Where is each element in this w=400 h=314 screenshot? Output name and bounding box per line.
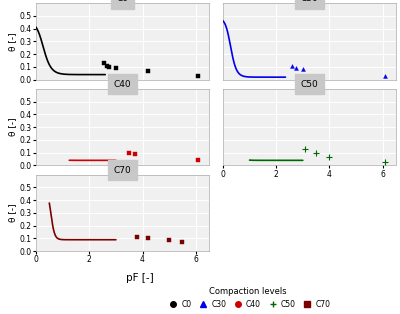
Point xyxy=(134,235,140,240)
Point xyxy=(302,146,309,151)
Point xyxy=(289,64,295,69)
Point xyxy=(101,61,107,66)
Point xyxy=(113,65,119,70)
Title: C50: C50 xyxy=(300,80,318,89)
Y-axis label: θ [-]: θ [-] xyxy=(8,118,17,137)
Point xyxy=(382,73,388,78)
Point xyxy=(195,73,202,78)
Legend: C0, C30, C40, C50, C70: C0, C30, C40, C50, C70 xyxy=(164,285,332,310)
Point xyxy=(145,235,151,240)
Y-axis label: θ [-]: θ [-] xyxy=(8,32,17,51)
Point xyxy=(382,159,388,164)
Point xyxy=(106,64,112,69)
Y-axis label: θ [-]: θ [-] xyxy=(8,203,17,222)
Point xyxy=(145,68,151,73)
Point xyxy=(126,151,132,156)
Title: C30: C30 xyxy=(300,0,318,3)
Point xyxy=(166,237,172,242)
Title: C40: C40 xyxy=(114,80,131,89)
Text: pF [-]: pF [-] xyxy=(126,273,154,283)
Title: C70: C70 xyxy=(114,165,132,175)
Point xyxy=(103,64,110,69)
Point xyxy=(131,151,138,156)
Title: C0: C0 xyxy=(116,0,128,3)
Point xyxy=(179,239,186,244)
Point xyxy=(313,150,319,155)
Point xyxy=(300,67,306,72)
Point xyxy=(293,66,299,71)
Point xyxy=(195,158,202,163)
Point xyxy=(326,154,333,159)
